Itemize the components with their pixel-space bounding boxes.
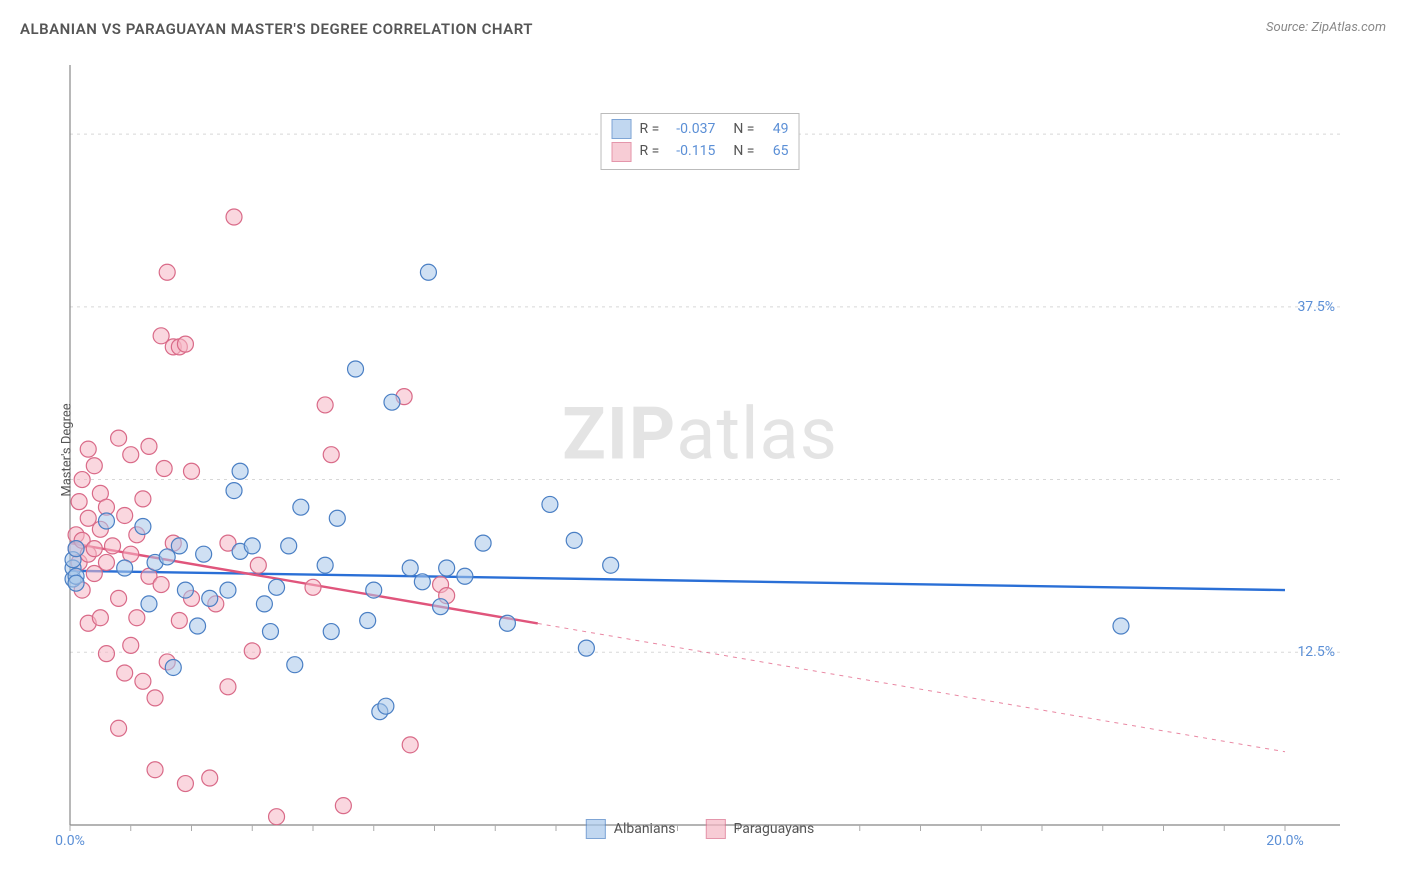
stats-row: R = -0.037 N = 49: [612, 118, 789, 140]
y-tick-label: 12.5%: [1297, 644, 1335, 660]
source-name: ZipAtlas.com: [1311, 20, 1386, 35]
stats-row: R = -0.115 N = 65: [612, 140, 789, 162]
stats-n-value: 49: [762, 118, 788, 140]
y-tick-label: 37.5%: [1297, 299, 1335, 315]
chart-header: ALBANIAN VS PARAGUAYAN MASTER'S DEGREE C…: [20, 20, 1386, 38]
stats-r-label: R =: [640, 118, 660, 140]
legend-swatch: [586, 819, 606, 839]
legend-label: Albanians: [614, 821, 676, 837]
x-tick-label: 20.0%: [1266, 833, 1304, 849]
stats-n-value: 65: [762, 140, 788, 162]
scatter-plot: Master's Degree ZIPatlas R =-0.037N =49R…: [55, 55, 1345, 845]
legend-swatch: [612, 142, 632, 162]
source-prefix: Source:: [1266, 20, 1311, 35]
stats-r-label: R =: [640, 140, 660, 162]
chart-title: ALBANIAN VS PARAGUAYAN MASTER'S DEGREE C…: [20, 20, 533, 38]
stats-n-label: N =: [733, 118, 754, 140]
x-tick-label: 0.0%: [55, 833, 85, 849]
y-axis-label: Master's Degree: [60, 403, 75, 496]
plot-svg: [55, 55, 1345, 845]
stats-n-label: N =: [733, 140, 754, 162]
legend-item: Paraguayans: [706, 819, 815, 839]
legend-item: Albanians: [586, 819, 676, 839]
stats-r-value: -0.037: [667, 118, 715, 140]
stats-r-value: -0.115: [667, 140, 715, 162]
stats-legend: R = -0.037 N = 49 R = -0.115 N = 65: [601, 113, 800, 170]
chart-source: Source: ZipAtlas.com: [1266, 20, 1386, 35]
series-legend: Albanians Paraguayans: [586, 819, 814, 839]
legend-swatch: [612, 119, 632, 139]
legend-label: Paraguayans: [734, 821, 815, 837]
legend-swatch: [706, 819, 726, 839]
